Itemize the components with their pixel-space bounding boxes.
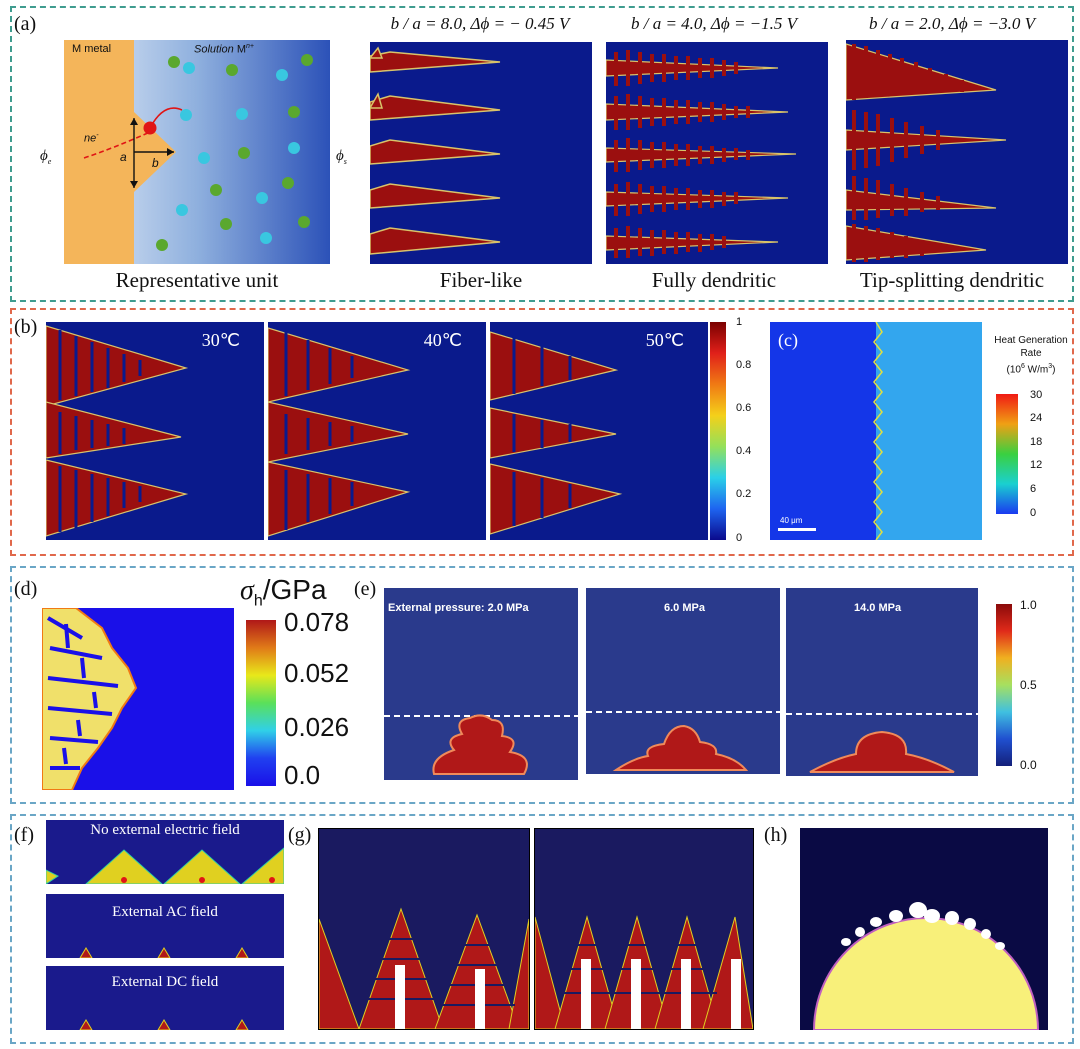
temperature-sim-30: 30℃ [46,322,264,540]
representative-unit-caption: Representative unit [115,268,279,292]
growth-sim-left [318,828,530,1030]
case-caption-fiber: Fiber-like [439,268,523,292]
panel-a-frame [10,6,1074,302]
case-caption-tip-splitting: Tip-splitting dendritic [859,268,1045,292]
pressure-sim-6: 6.0 MPa [586,588,780,774]
pressure-label-2: External pressure: 2.0 MPa [388,602,529,614]
temp-50-label: 50℃ [645,330,684,350]
temp-30-label: 30℃ [201,330,240,350]
temp-40-label: 40℃ [423,330,462,350]
temperature-sim-50: 50℃ [490,322,708,540]
pressure-label-14: 14.0 MPa [854,602,902,614]
panel-a-tag: (a) [14,13,37,35]
pressure-sim-2: External pressure: 2.0 MPa [384,588,578,780]
dc-field-sim: External DC field [46,966,284,1030]
stress-colorbar [246,620,276,786]
panel-g-tag: (g) [288,824,312,846]
case-header-fiber: b / a = 8.0, Δϕ = − 0.45 V [390,14,570,33]
ne-label: ne- [84,132,99,145]
heat-colorbar-title: Heat Generation Rate (106 W/m3) [994,335,1068,376]
temperature-sim-40: 40℃ [268,322,486,540]
fully-dendritic-simulation [606,42,828,264]
dc-field-label: External DC field [111,974,219,990]
panel-h-tag: (h) [764,824,788,846]
panel-de-frame [10,566,1074,804]
a-dimension-label: a [120,150,127,164]
panel-bc-frame [10,308,1074,556]
no-field-sim: No external electric field [46,820,284,884]
stress-distribution-map [42,608,234,790]
panel-fgh-frame [10,814,1074,1044]
fiber-like-simulation [370,42,592,264]
case-caption-fully-dendritic: Fully dendritic [651,268,777,292]
panel-c-tag: (c) [778,330,798,350]
pressure-sim-14: 14.0 MPa [786,588,978,776]
solution-label: Solution Mn+ [194,43,254,56]
scale-bar-label: 40 μm [780,516,803,525]
heat-colorbar [996,394,1018,514]
metal-label: M metal [72,43,112,55]
stress-colorbar-title: σh/GPa [240,574,327,610]
b-dimension-label: b [152,156,159,170]
phase-colorbar [710,322,726,540]
panel-e-tag: (e) [354,578,377,600]
no-field-label: No external electric field [90,822,240,838]
case-header-fully-dendritic: b / a = 4.0, Δϕ = −1.5 V [630,14,798,33]
ac-field-label: External AC field [112,904,218,920]
hemisphere-sim [800,828,1048,1030]
heat-generation-map: (c) 40 μm [770,322,982,540]
phase-colorbar-e [996,604,1012,766]
phi-s-label: ϕs [336,148,347,166]
ac-field-sim: External AC field [46,894,284,958]
ion-field [156,54,313,251]
tip-splitting-simulation [846,40,1068,264]
pressure-label-6: 6.0 MPa [664,602,705,614]
case-header-tip-splitting: b / a = 2.0, Δϕ = −3.0 V [868,14,1036,33]
growth-sim-right [534,828,754,1030]
phi-e-label: ϕe [40,148,52,166]
panel-f-tag: (f) [14,824,34,846]
panel-d-tag: (d) [14,578,38,600]
representative-unit-schematic: M metal Solution Mn+ ne- a b [64,40,330,264]
panel-b-tag: (b) [14,316,38,338]
